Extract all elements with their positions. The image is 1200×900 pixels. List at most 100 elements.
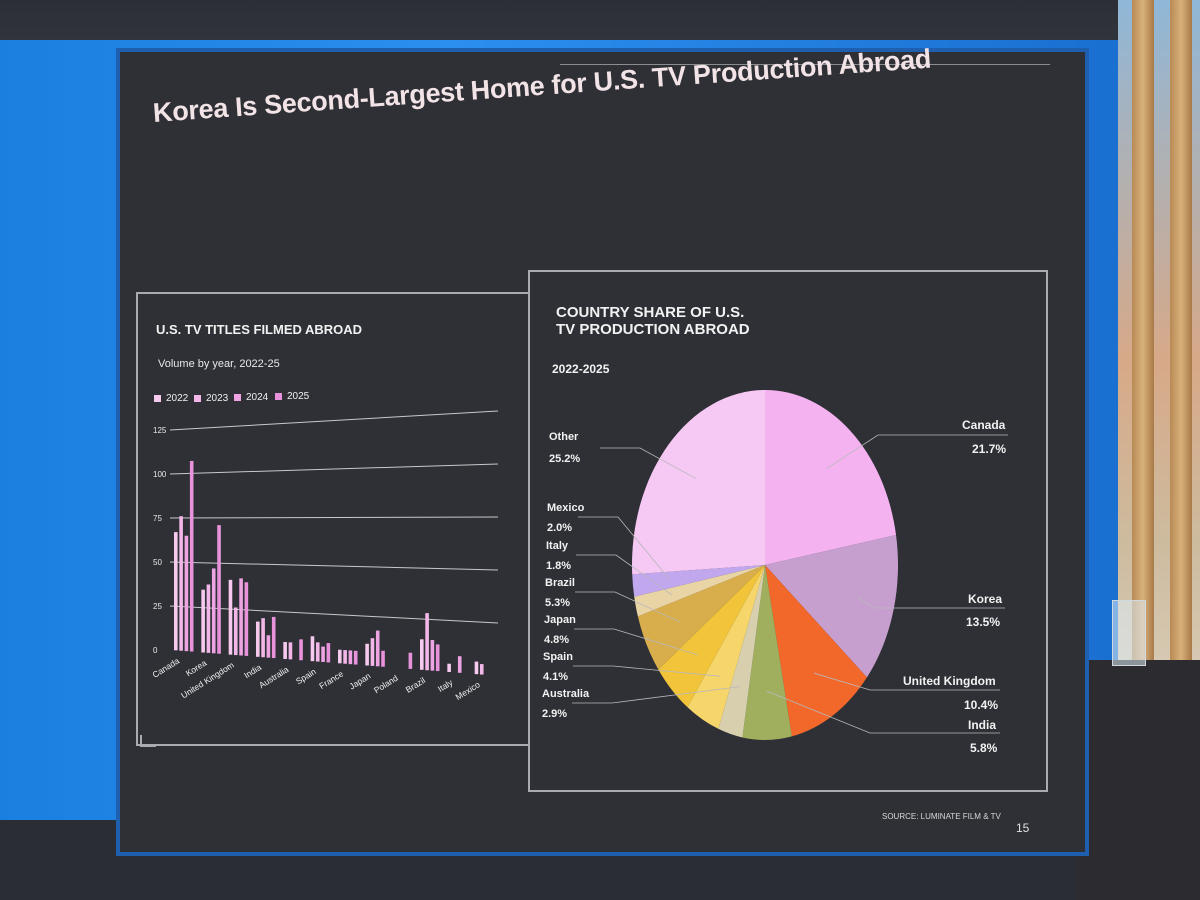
bar-united-kingdom-2023 bbox=[233, 607, 238, 656]
bar-italy-2022 bbox=[447, 663, 451, 672]
slice-pct-india: 5.8% bbox=[970, 741, 998, 755]
pie-chart-panel bbox=[528, 270, 1048, 792]
leader-line bbox=[600, 447, 696, 479]
source-note: SOURCE: LUMINATE FILM & TV bbox=[882, 812, 1001, 821]
gridline bbox=[169, 463, 499, 475]
legend-item-2022: 2022 bbox=[154, 393, 188, 404]
bar-chart-subtitle: Volume by year, 2022-25 bbox=[158, 358, 280, 370]
slice-pct-brazil: 5.3% bbox=[545, 597, 571, 609]
pie-slice-korea bbox=[765, 534, 898, 678]
bar-india-2022 bbox=[256, 621, 260, 657]
leader-line bbox=[576, 554, 673, 596]
bar-spain-2022 bbox=[310, 636, 315, 662]
slice-pct-australia: 2.9% bbox=[542, 708, 568, 720]
legend-label: 2024 bbox=[246, 392, 269, 403]
pie-slice-spain bbox=[687, 565, 765, 729]
bar-japan-2022 bbox=[365, 643, 369, 666]
legend-label: 2025 bbox=[287, 391, 310, 402]
bar-mexico-2023 bbox=[479, 664, 484, 675]
legend-label: 2022 bbox=[166, 393, 189, 404]
legend-item-2024: 2024 bbox=[234, 392, 268, 403]
pie-slice-mexico bbox=[632, 565, 765, 597]
presentation-slide bbox=[120, 52, 1085, 852]
leader-line bbox=[574, 628, 699, 656]
bar-france-2023 bbox=[343, 650, 347, 664]
bar-australia-2022 bbox=[283, 642, 287, 659]
bar-canada-2023 bbox=[179, 516, 183, 651]
legend-item-2025: 2025 bbox=[275, 391, 309, 402]
bar-korea-2023 bbox=[206, 584, 211, 653]
pie-slice-brazil bbox=[637, 565, 765, 670]
slice-label-brazil: Brazil bbox=[545, 577, 575, 589]
slice-label-mexico: Mexico bbox=[547, 502, 585, 514]
leader-line bbox=[572, 686, 741, 704]
leader-line bbox=[575, 591, 680, 623]
slice-label-japan: Japan bbox=[544, 614, 576, 626]
slice-pct-italy: 1.8% bbox=[546, 560, 572, 572]
pie-chart-title-line1: COUNTRY SHARE OF U.S. bbox=[556, 304, 745, 321]
slice-pct-other: 25.2% bbox=[549, 453, 581, 465]
leader-line bbox=[766, 690, 1000, 734]
slice-label-india: India bbox=[968, 718, 997, 732]
logo-icon bbox=[140, 735, 156, 747]
y-tick-label: 125 bbox=[153, 426, 167, 435]
y-tick-label: 0 bbox=[153, 646, 158, 655]
slice-pct-united-kingdom: 10.4% bbox=[964, 698, 999, 712]
bar-korea-2024 bbox=[211, 568, 216, 654]
y-tick-label: 25 bbox=[153, 602, 162, 611]
bar-france-2025 bbox=[353, 650, 358, 665]
title-rule bbox=[560, 64, 1050, 65]
bar-chart-title: U.S. TV TITLES FILMED ABROAD bbox=[156, 322, 363, 337]
legend-swatch-2025 bbox=[275, 392, 282, 400]
pedestal bbox=[1078, 660, 1200, 900]
gridline bbox=[169, 516, 499, 519]
bar-italy-2024 bbox=[457, 656, 462, 673]
bar-spain-2024 bbox=[321, 646, 325, 662]
bar-japan-2024 bbox=[375, 630, 380, 667]
legend-swatch-2023 bbox=[194, 394, 201, 402]
bar-poland-2025 bbox=[408, 652, 413, 669]
bar-india-2023 bbox=[261, 618, 265, 658]
slice-label-italy: Italy bbox=[546, 540, 569, 552]
pie-chart-subtitle: 2022-2025 bbox=[552, 362, 610, 376]
y-tick-label: 75 bbox=[153, 514, 162, 523]
bar-korea-2025 bbox=[217, 525, 221, 654]
pie-chart-title-line2: TV PRODUCTION ABROAD bbox=[556, 321, 750, 338]
legend-swatch-2022 bbox=[154, 394, 161, 402]
gridline bbox=[169, 561, 499, 571]
bar-brazil-2022 bbox=[420, 639, 424, 670]
leader-line bbox=[578, 516, 671, 581]
slice-label-united-kingdom: United Kingdom bbox=[903, 674, 996, 688]
slice-pct-spain: 4.1% bbox=[543, 671, 569, 683]
slice-pct-mexico: 2.0% bbox=[547, 522, 573, 534]
bar-brazil-2024 bbox=[430, 639, 435, 671]
pie-slice-other bbox=[632, 390, 765, 575]
bar-japan-2025 bbox=[381, 650, 385, 667]
y-tick-label: 100 bbox=[153, 470, 167, 479]
y-tick-label: 50 bbox=[153, 558, 162, 567]
bar-australia-2023 bbox=[288, 642, 293, 660]
slice-label-korea: Korea bbox=[968, 592, 1003, 606]
legend-label: 2023 bbox=[206, 393, 229, 404]
bar-united-kingdom-2022 bbox=[228, 579, 233, 655]
legend-item-2023: 2023 bbox=[194, 393, 228, 404]
slice-pct-korea: 13.5% bbox=[966, 615, 1001, 629]
bar-france-2024 bbox=[348, 650, 353, 665]
bar-spain-2023 bbox=[315, 642, 320, 662]
bar-mexico-2022 bbox=[474, 661, 479, 675]
bar-brazil-2023 bbox=[425, 613, 429, 671]
bar-korea-2022 bbox=[201, 589, 205, 653]
pie-slice-canada bbox=[765, 390, 897, 565]
legend-swatch-2024 bbox=[234, 393, 241, 401]
leader-line bbox=[826, 434, 1008, 469]
slice-label-canada: Canada bbox=[962, 418, 1006, 432]
leader-line bbox=[813, 672, 1000, 691]
slice-label-spain: Spain bbox=[543, 651, 573, 663]
gridline bbox=[169, 410, 499, 431]
leader-line bbox=[857, 597, 1005, 609]
bar-canada-2025 bbox=[189, 460, 194, 652]
bar-united-kingdom-2025 bbox=[244, 582, 249, 656]
leader-line bbox=[573, 665, 720, 677]
